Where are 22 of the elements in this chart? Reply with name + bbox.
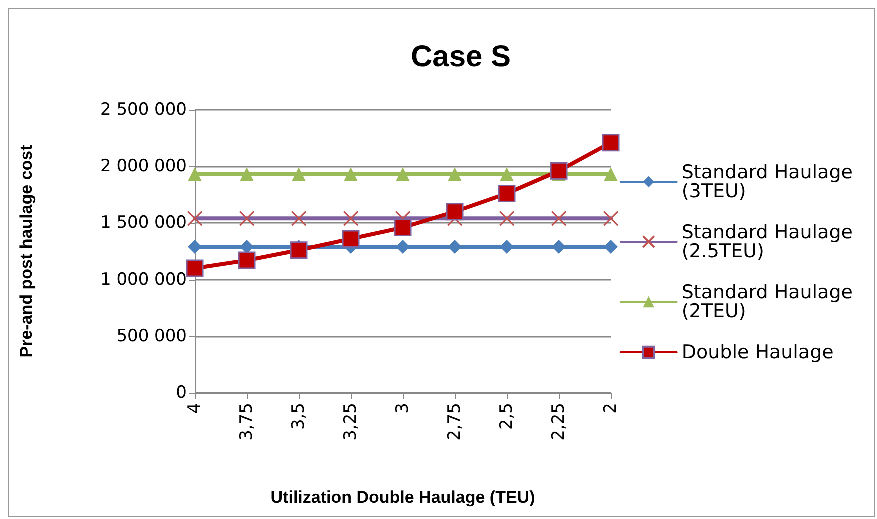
- y-tick-label: 0: [176, 383, 187, 403]
- x-tick-label: 2,5: [497, 403, 517, 430]
- x-tick-label: 2,25: [549, 403, 569, 441]
- chart-title: Case S: [410, 40, 512, 74]
- x-tick-label: 3,25: [341, 403, 361, 441]
- x-tick-label: 4: [185, 403, 205, 414]
- x-tick-label: 2,75: [445, 403, 465, 441]
- y-tick-label: 2 000 000: [100, 156, 187, 177]
- x-tick-label: 3: [393, 403, 413, 414]
- x-tick-label: 3,75: [237, 403, 257, 441]
- y-tick-label: 2 500 000: [100, 100, 187, 120]
- legend-label: Standard Haulage (2.5TEU): [682, 222, 860, 262]
- y-tick-label: 1 500 000: [100, 213, 187, 234]
- y-tick-label: 500 000: [116, 326, 187, 346]
- legend-label: Double Haulage: [682, 342, 834, 364]
- x-axis-title: Utilization Double Haulage (TEU): [270, 488, 536, 507]
- legend-label: Standard Haulage (3TEU): [682, 162, 860, 202]
- legend-label: Standard Haulage (2TEU): [682, 282, 860, 322]
- y-axis-title: Pre-and post haulage cost: [17, 144, 36, 358]
- x-tick-label: 3,5: [289, 403, 309, 430]
- y-tick-label: 1 000 000: [100, 270, 187, 290]
- x-tick-label: 2: [601, 403, 621, 414]
